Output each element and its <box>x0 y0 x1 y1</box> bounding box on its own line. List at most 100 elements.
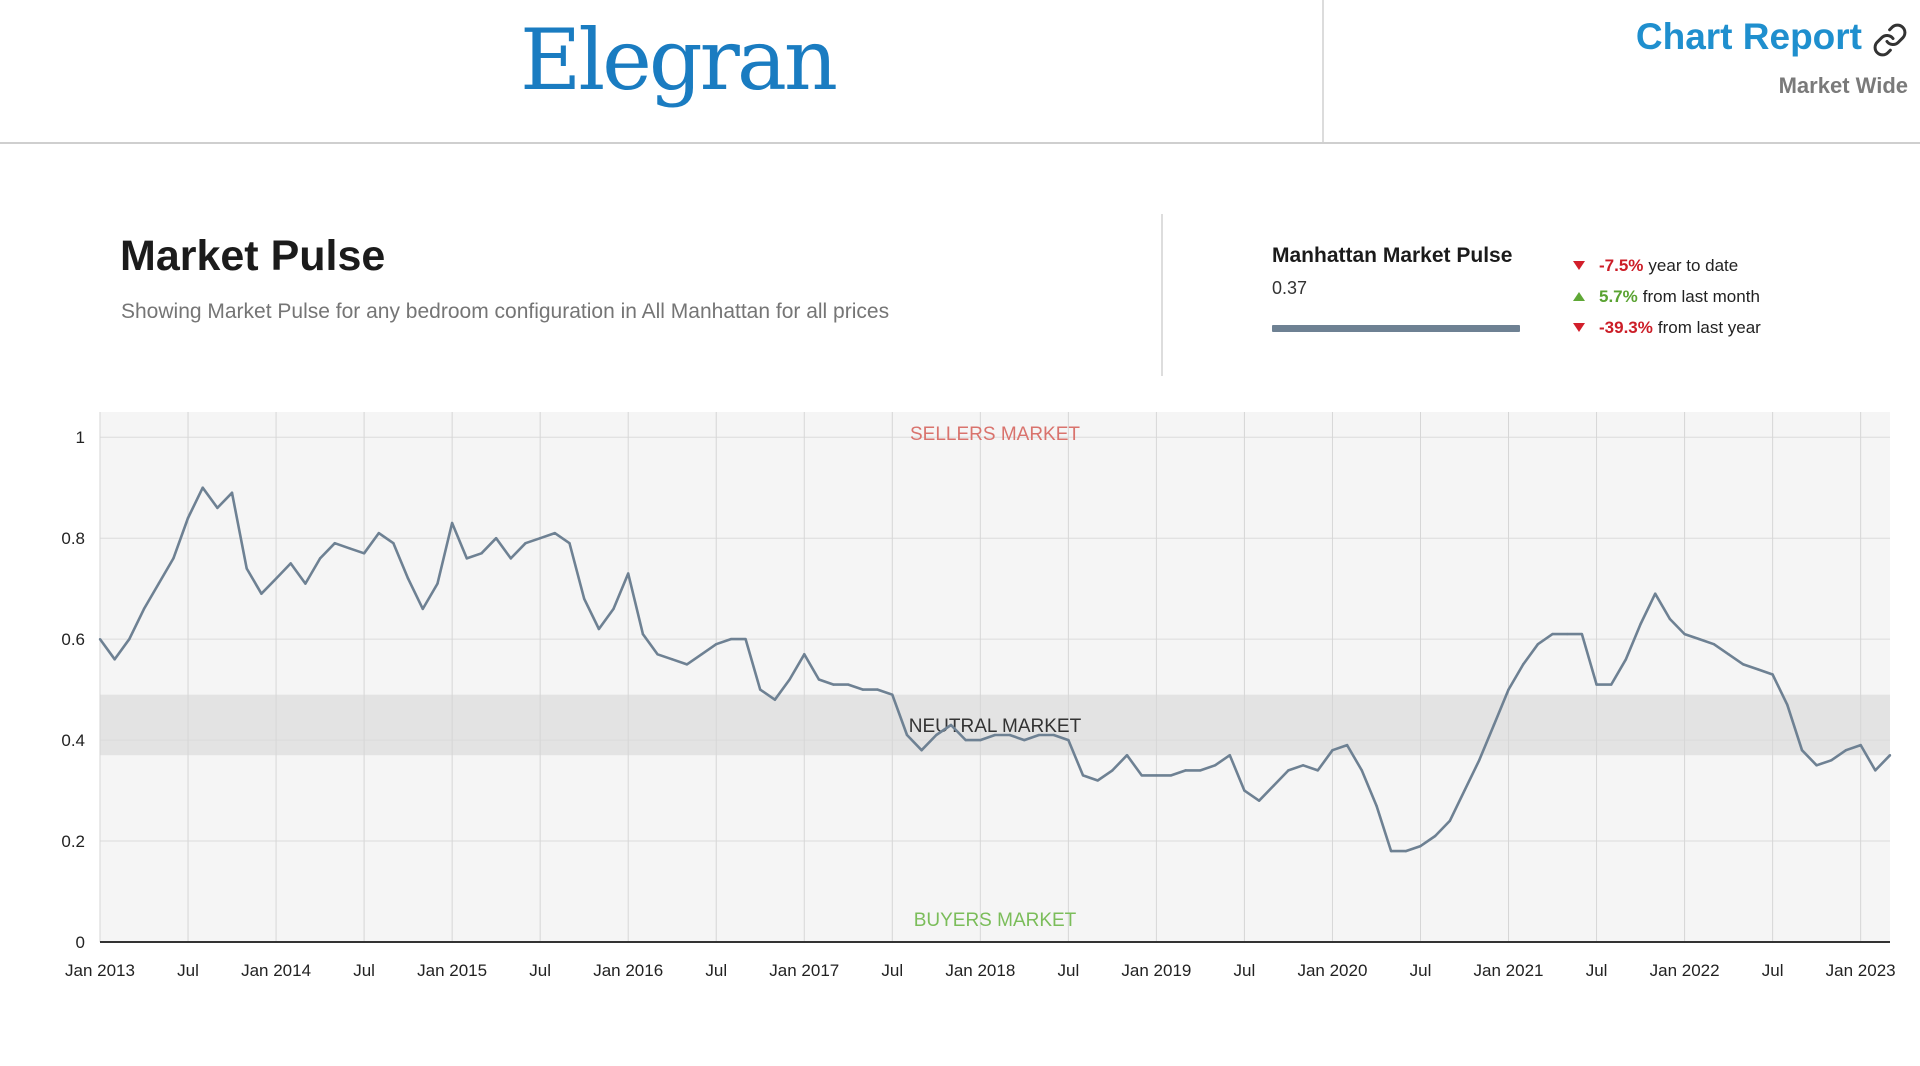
data-point <box>964 738 967 742</box>
data-point <box>524 542 527 545</box>
data-point <box>538 536 542 540</box>
arrow-up-icon <box>1573 292 1585 301</box>
data-point <box>450 521 454 525</box>
data-point <box>803 653 806 656</box>
chart-report-title: Chart Report <box>1635 16 1862 57</box>
data-point <box>128 637 131 641</box>
data-point <box>1815 764 1818 767</box>
y-tick-label: 1 <box>76 428 85 447</box>
data-point <box>1125 754 1129 757</box>
x-tick-label: Jan 2020 <box>1297 961 1367 980</box>
data-point <box>1800 748 1804 752</box>
data-point <box>715 642 718 646</box>
elegran-logo[interactable]: Elegran <box>520 11 838 109</box>
x-tick-label: Jan 2018 <box>945 961 1015 980</box>
data-point <box>406 577 410 580</box>
page-subtitle: Showing Market Pulse for any bedroom con… <box>121 300 890 323</box>
data-point <box>1844 748 1848 752</box>
data-point <box>172 557 175 560</box>
data-point <box>421 607 424 611</box>
stat-change: 5.7% <box>1599 286 1638 306</box>
data-point <box>582 597 586 600</box>
data-point <box>949 723 953 727</box>
data-point <box>773 698 777 701</box>
data-point <box>142 607 146 611</box>
data-point <box>1624 658 1628 661</box>
data-point <box>1859 743 1862 747</box>
data-point <box>1140 774 1143 777</box>
data-point <box>1081 774 1085 777</box>
data-point <box>847 683 850 686</box>
plot-area <box>100 412 1890 942</box>
data-point <box>935 733 938 737</box>
data-point <box>509 557 513 560</box>
data-point <box>98 637 102 641</box>
data-point <box>1257 799 1261 802</box>
data-point <box>1375 804 1378 807</box>
data-point <box>671 658 674 661</box>
data-point <box>1037 733 1041 737</box>
data-point <box>1360 769 1364 772</box>
data-point <box>1639 622 1642 626</box>
y-tick-label: 0.2 <box>61 832 85 851</box>
x-tick-label: Jul <box>881 961 903 980</box>
x-tick-label: Jul <box>353 961 375 980</box>
data-point <box>113 658 116 661</box>
data-point <box>1771 673 1774 676</box>
arrow-down-icon <box>1573 261 1585 270</box>
data-point <box>979 738 982 742</box>
data-point <box>1052 733 1055 737</box>
data-point <box>1742 663 1745 666</box>
data-point <box>759 688 762 691</box>
pulse-bar <box>1272 325 1520 332</box>
stat-ytd: -7.5% year to date <box>1573 250 1761 281</box>
data-point <box>1331 748 1334 752</box>
data-point <box>230 491 234 494</box>
stat-change: -7.5% <box>1599 255 1644 275</box>
link-icon[interactable] <box>1872 22 1908 58</box>
data-point <box>685 663 689 666</box>
chart-svg: 0 0.2 0.4 0.6 0.8 1 Jan 2013 Jul Jan 2014 Jul Jan … <box>61 412 1896 980</box>
data-point <box>1610 683 1613 686</box>
data-point <box>1301 764 1305 767</box>
data-point <box>392 542 395 545</box>
y-tick-label: 0 <box>76 933 85 952</box>
data-point <box>700 653 703 656</box>
data-point <box>553 531 557 535</box>
header: Elegran Chart Report Market Wide <box>0 0 1920 144</box>
x-tick-label: Jul <box>1234 961 1256 980</box>
data-point <box>245 567 248 570</box>
data-point <box>1023 738 1026 742</box>
x-tick-label: Jul <box>529 961 551 980</box>
data-point <box>333 542 336 545</box>
data-point <box>1786 703 1789 706</box>
x-tick-label: Jan 2021 <box>1474 961 1544 980</box>
data-point <box>1727 653 1730 656</box>
stat-last-month: 5.7% from last month <box>1573 281 1761 312</box>
data-point <box>597 627 601 631</box>
market-wide-label: Market Wide <box>1778 73 1908 98</box>
data-point <box>788 678 791 681</box>
header-divider <box>1322 0 1324 142</box>
data-point <box>1874 769 1877 772</box>
data-point <box>1595 683 1598 686</box>
arrow-down-icon <box>1573 323 1585 332</box>
pulse-summary-card: Manhattan Market Pulse 0.37 <box>1272 244 1522 332</box>
stat-label: from last year <box>1657 317 1761 337</box>
data-point <box>216 506 219 510</box>
data-point <box>832 683 835 686</box>
x-tick-label: Jan 2017 <box>769 961 839 980</box>
x-tick-label: Jul <box>1410 961 1432 980</box>
neutral-market-label: NEUTRAL MARKET <box>909 716 1082 737</box>
data-point <box>1712 642 1716 646</box>
data-point <box>480 552 483 555</box>
data-point <box>1756 668 1760 671</box>
data-point <box>993 733 997 737</box>
data-point <box>612 607 615 611</box>
stat-change: -39.3% <box>1599 317 1653 337</box>
data-point <box>1316 769 1319 772</box>
x-tick-label: Jan 2023 <box>1826 961 1896 980</box>
data-point <box>920 748 923 752</box>
data-point <box>905 733 909 737</box>
data-point <box>1213 764 1217 767</box>
